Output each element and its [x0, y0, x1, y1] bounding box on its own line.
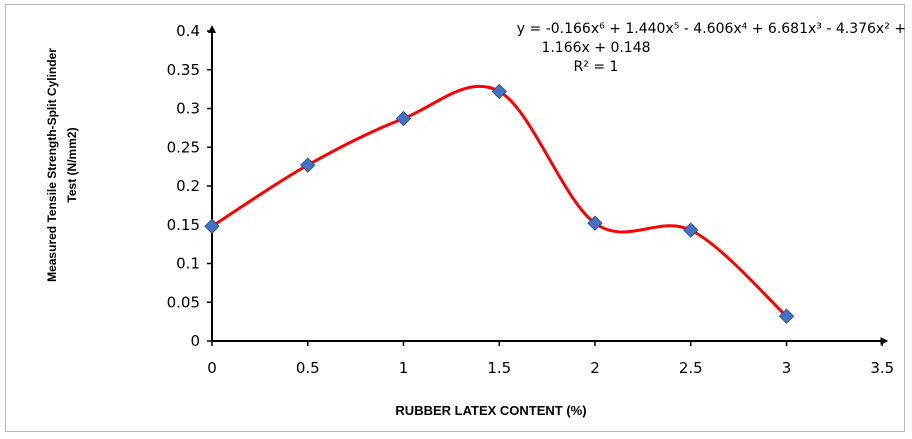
- y-axis-title: Measured Tensile Strength-Split Cylinder…: [45, 48, 79, 282]
- chart-frame: Measured Tensile Strength-Split Cylinder…: [5, 4, 906, 432]
- r-squared: R² = 1: [574, 59, 619, 75]
- y-axis-title-line-2: Test (N/mm2): [65, 127, 79, 202]
- data-point-marker: [395, 110, 412, 127]
- data-point-marker: [778, 308, 795, 324]
- y-tick-label: 0: [190, 332, 200, 350]
- data-point-marker: [587, 215, 603, 231]
- x-tick-label: 1.5: [487, 359, 511, 377]
- equation-line-2: 1.166x + 0.148: [541, 40, 650, 56]
- x-tick-label: 1: [399, 359, 409, 377]
- chart: Measured Tensile Strength-Split Cylinder…: [45, 21, 906, 418]
- x-tick-label: 2.5: [679, 359, 703, 377]
- y-tick-label: 0.3: [176, 100, 200, 118]
- trendline-curve: [211, 84, 788, 318]
- y-tick-label: 0.4: [176, 22, 200, 40]
- data-point-marker: [683, 222, 699, 238]
- data-points: [204, 83, 795, 324]
- y-tick-label: 0.15: [167, 216, 200, 234]
- x-tick-label: 3.5: [870, 359, 894, 377]
- data-point-marker: [204, 218, 220, 235]
- x-tick-label: 0: [207, 359, 217, 377]
- y-tick-label: 0.25: [167, 138, 200, 156]
- y-tick-label: 0.1: [176, 255, 200, 273]
- x-axis-title: RUBBER LATEX CONTENT (%): [395, 403, 586, 418]
- x-tick-label: 2: [590, 359, 600, 377]
- y-tick-label: 0.05: [167, 293, 200, 311]
- y-tick-label: 0.2: [176, 177, 200, 195]
- y-axis-title-line-1: Measured Tensile Strength-Split Cylinder: [45, 48, 59, 282]
- y-axis-ticks: 0 0.05 0.1 0.15 0.2 0.25 0.3 0.35 0.4: [167, 22, 212, 350]
- equation-line-1: y = -0.166x⁶ + 1.440x⁵ - 4.606x⁴ + 6.681…: [517, 21, 906, 37]
- data-point-marker: [300, 157, 316, 173]
- x-tick-label: 3: [782, 359, 792, 377]
- y-tick-label: 0.35: [167, 61, 200, 79]
- x-tick-label: 0.5: [296, 359, 320, 377]
- x-axis-ticks: 0 0.5 1 1.5 2 2.5 3 3.5: [207, 341, 894, 377]
- data-point-marker: [491, 83, 507, 100]
